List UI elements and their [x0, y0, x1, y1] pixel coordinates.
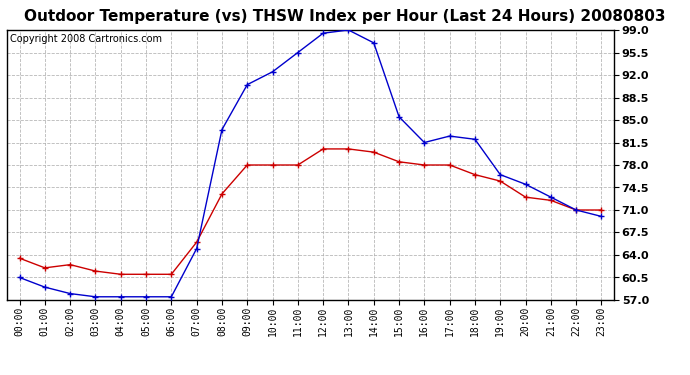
Text: Copyright 2008 Cartronics.com: Copyright 2008 Cartronics.com	[10, 34, 162, 44]
Text: Outdoor Temperature (vs) THSW Index per Hour (Last 24 Hours) 20080803: Outdoor Temperature (vs) THSW Index per …	[24, 9, 666, 24]
